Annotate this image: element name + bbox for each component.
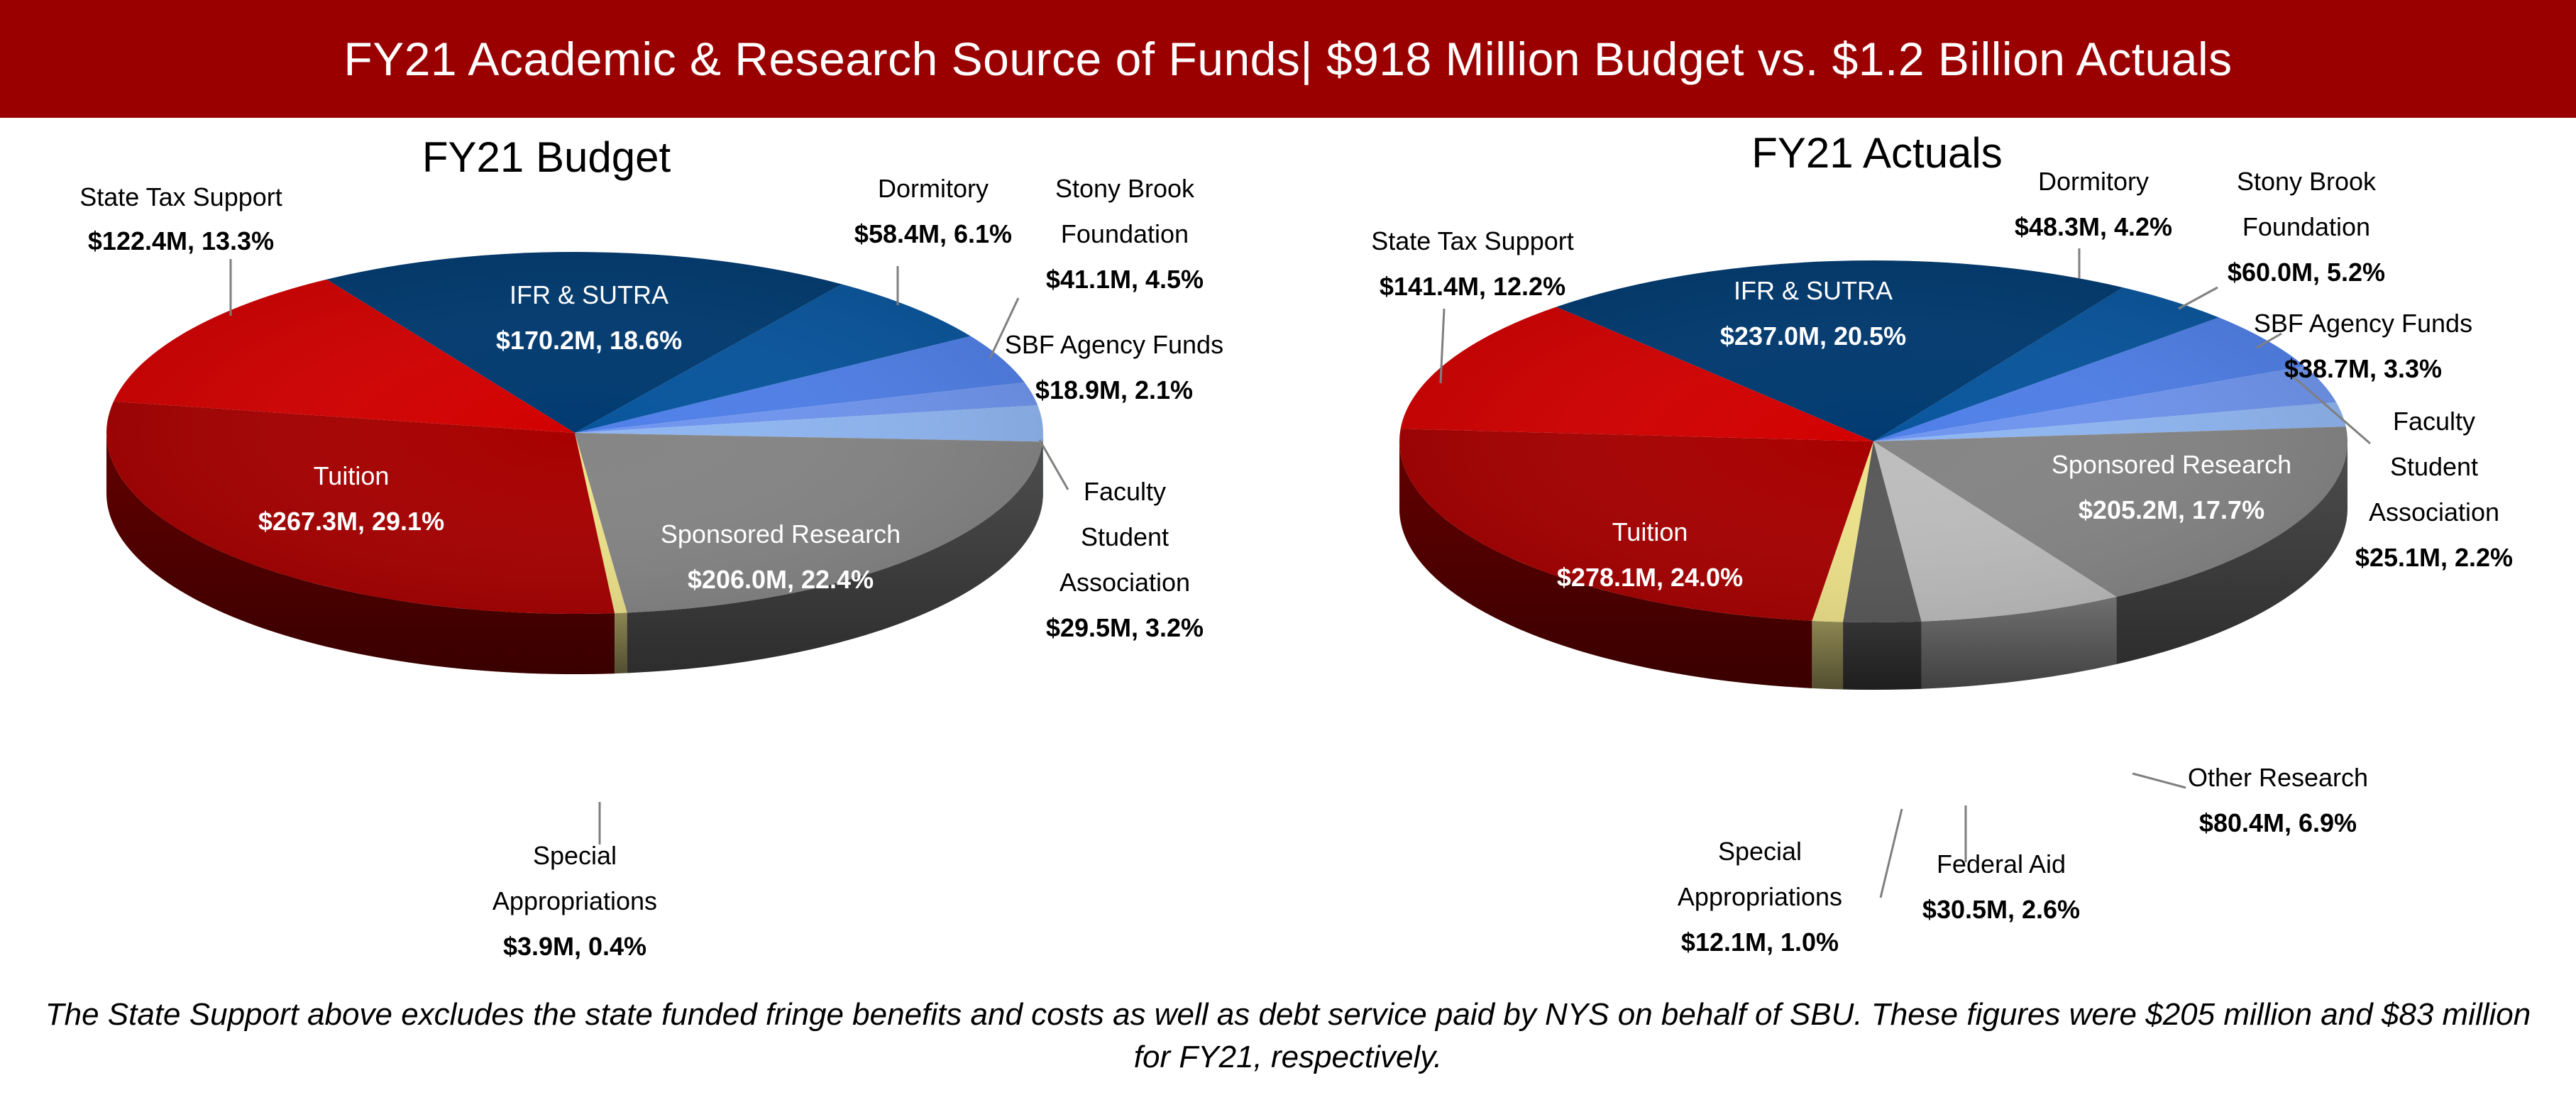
data-label-special-name-2: Appropriations — [1678, 882, 1842, 911]
data-label-special-name-2: Appropriations — [492, 886, 657, 915]
data-label-special-value: $3.9M, 0.4% — [503, 932, 646, 961]
data-label-sbf-name-2: Foundation — [1061, 219, 1189, 248]
pie-top-shade — [106, 252, 1043, 614]
data-label-fsa-name-2: Student — [2390, 452, 2478, 481]
leader-line — [2256, 332, 2282, 349]
data-label-fsa-name-1: Faculty — [1084, 477, 1166, 506]
data-label-sbf-name-2: Foundation — [2242, 212, 2370, 241]
data-label-fsa-name-2: Student — [1081, 522, 1169, 551]
footnote: The State Support above excludes the sta… — [45, 997, 2531, 1074]
data-label-fsa-name-3: Association — [1059, 568, 1190, 597]
pie-top-shade — [1399, 260, 2347, 622]
data-label-federal-aid-value: $30.5M, 2.6% — [1922, 895, 2080, 924]
data-label-tuition-name: Tuition — [1612, 517, 1688, 546]
data-label-ifr-value: $237.0M, 20.5% — [1720, 321, 1906, 351]
leader-line — [989, 297, 1020, 359]
data-label-special-name-1: Special — [1718, 837, 1802, 866]
data-label-sponsored-value: $205.2M, 17.7% — [2079, 495, 2264, 524]
data-label-state-tax-value: $141.4M, 12.2% — [1380, 272, 1565, 301]
charts-canvas: FY21 Budget State Tax Support $122.4M, 1… — [79, 129, 2513, 961]
data-label-other-research-value: $80.4M, 6.9% — [2199, 808, 2357, 837]
data-label-state-tax-name: State Tax Support — [1371, 226, 1574, 255]
data-label-fsa-name-1: Faculty — [2393, 407, 2475, 436]
data-label-sbf-name-1: Stony Brook — [2237, 167, 2377, 196]
data-label-ifr-name: IFR & SUTRA — [510, 280, 668, 309]
data-label-special-value: $12.1M, 1.0% — [1681, 927, 1839, 957]
data-label-dormitory-value: $58.4M, 6.1% — [854, 219, 1012, 248]
data-label-dormitory-name: Dormitory — [2038, 167, 2149, 196]
actuals-chart-title: FY21 Actuals — [1751, 129, 2003, 177]
data-label-other-research-name: Other Research — [2188, 763, 2368, 792]
pie-side-shade — [1812, 620, 1844, 690]
data-label-special-name-1: Special — [533, 841, 617, 870]
data-label-sponsored-value: $206.0M, 22.4% — [688, 565, 874, 594]
data-label-state-tax-name: State Tax Support — [79, 182, 282, 211]
pie-side-shade — [1843, 621, 1922, 690]
data-label-sbf-value: $41.1M, 4.5% — [1046, 265, 1204, 294]
data-label-dormitory-value: $48.3M, 4.2% — [2015, 212, 2172, 241]
data-label-state-tax-value: $122.4M, 13.3% — [88, 226, 274, 255]
leader-line — [1439, 308, 1446, 384]
data-label-sponsored-name: Sponsored Research — [661, 519, 901, 549]
data-label-tuition-value: $267.3M, 29.1% — [258, 507, 444, 536]
budget-pie-chart — [106, 252, 1043, 675]
pie-side-shade — [1921, 596, 2117, 689]
data-label-sbf-agency-name: SBF Agency Funds — [2254, 309, 2472, 338]
data-label-federal-aid-name: Federal Aid — [1937, 849, 2066, 879]
data-label-sbf-name-1: Stony Brook — [1055, 174, 1195, 203]
data-label-fsa-name-3: Association — [2369, 497, 2499, 527]
pie-side-shade — [2116, 441, 2347, 664]
data-label-fsa-value: $29.5M, 3.2% — [1046, 613, 1204, 642]
leader-line — [1879, 808, 1903, 898]
actuals-pie-chart — [1399, 260, 2347, 690]
leader-line — [2288, 371, 2371, 445]
pie-side-shade — [615, 612, 627, 674]
page-title-banner: FY21 Academic & Research Source of Funds… — [0, 0, 2576, 118]
pie-side-shade — [106, 433, 615, 675]
pie-side-shade — [1399, 441, 1812, 688]
data-label-tuition-value: $278.1M, 24.0% — [1557, 563, 1743, 592]
data-label-sbf-agency-value: $38.7M, 3.3% — [2284, 354, 2442, 383]
budget-chart-title: FY21 Budget — [422, 133, 671, 181]
page-title: FY21 Academic & Research Source of Funds… — [343, 33, 2233, 85]
data-label-sponsored-name: Sponsored Research — [2052, 450, 2291, 479]
data-label-sbf-agency-value: $18.9M, 2.1% — [1035, 375, 1193, 404]
pie-side-shade — [627, 441, 1043, 673]
leader-line — [1038, 439, 1069, 490]
data-label-tuition-name: Tuition — [314, 461, 390, 490]
data-label-fsa-value: $25.1M, 2.2% — [2355, 543, 2513, 572]
data-label-ifr-name: IFR & SUTRA — [1734, 276, 1893, 305]
leader-line — [2178, 286, 2218, 310]
data-label-ifr-value: $170.2M, 18.6% — [496, 326, 682, 355]
data-label-sbf-agency-name: SBF Agency Funds — [1005, 330, 1223, 359]
data-label-dormitory-name: Dormitory — [878, 174, 989, 203]
data-label-sbf-value: $60.0M, 5.2% — [2228, 258, 2385, 287]
pie-side-shade — [1042, 433, 1043, 502]
leader-line — [2132, 772, 2186, 789]
